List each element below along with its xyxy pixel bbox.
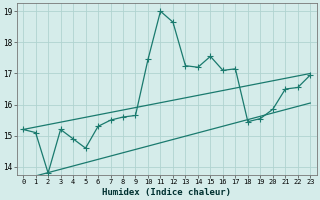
X-axis label: Humidex (Indice chaleur): Humidex (Indice chaleur) xyxy=(102,188,231,197)
